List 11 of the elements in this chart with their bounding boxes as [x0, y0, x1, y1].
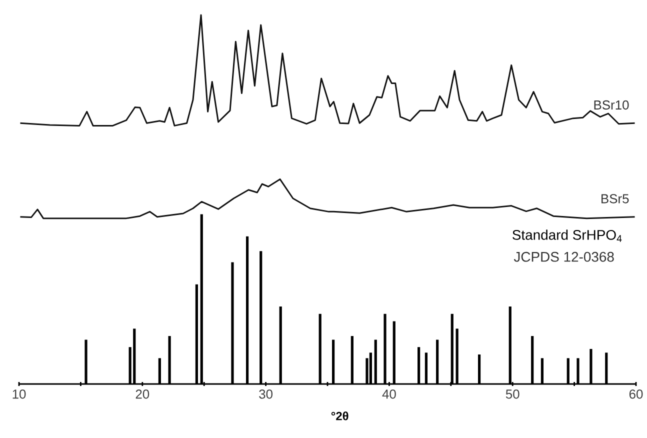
series-label: BSr5	[602, 194, 629, 204]
x-tick-label: 40	[382, 390, 396, 399]
x-tick-label: 60	[629, 390, 643, 399]
x-tick-label: 30	[259, 390, 272, 399]
x-tick-label: 10	[12, 390, 26, 399]
text: Standard SrHPO$_{4}$	[512, 230, 622, 242]
annotation: JCPDS 12-0368	[514, 252, 614, 262]
x-tick-label: 50	[506, 390, 520, 399]
series-label: BSr10	[594, 100, 629, 110]
x-tick-label: 20	[136, 390, 150, 399]
x-axis-title: °2θ	[331, 412, 348, 420]
